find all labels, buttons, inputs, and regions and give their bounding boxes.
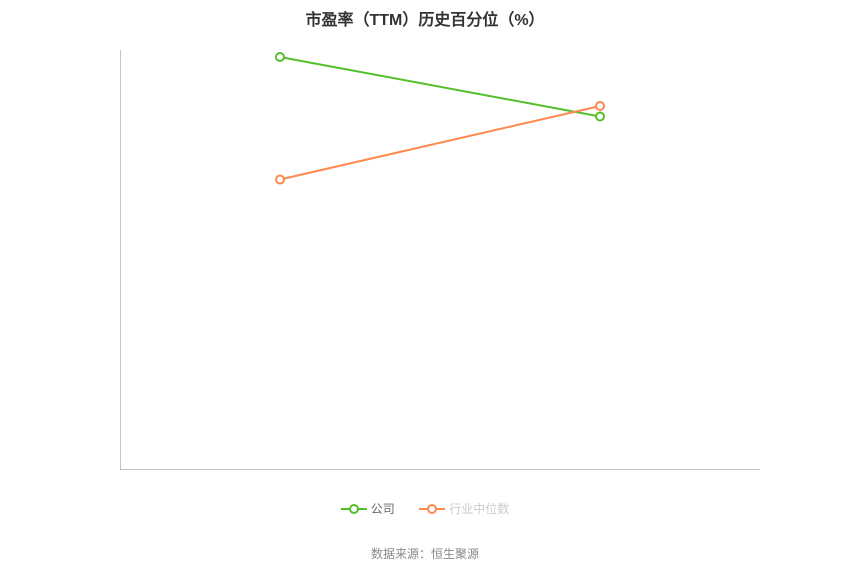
- legend-item-company: 公司: [341, 500, 395, 517]
- chart-series: [276, 53, 604, 184]
- series-line-company: [280, 57, 600, 117]
- series-marker-industry_median: [596, 102, 604, 110]
- axes: [120, 50, 760, 470]
- chart-title: 市盈率（TTM）历史百分位（%）: [0, 6, 850, 30]
- series-marker-company: [276, 53, 284, 61]
- legend-item-industry: 行业中位数: [419, 500, 509, 517]
- chart-legend: 公司 行业中位数: [0, 500, 850, 521]
- series-line-industry_median: [280, 106, 600, 180]
- legend-swatch-industry: [419, 502, 445, 516]
- legend-swatch-company: [341, 502, 367, 516]
- data-source-note: 数据来源：恒生聚源: [0, 545, 850, 562]
- series-marker-industry_median: [276, 176, 284, 184]
- legend-label-company: 公司: [371, 500, 395, 517]
- line-chart: 0102030405060 2019033120210331: [120, 50, 760, 470]
- series-marker-company: [596, 113, 604, 121]
- legend-label-industry: 行业中位数: [449, 500, 509, 517]
